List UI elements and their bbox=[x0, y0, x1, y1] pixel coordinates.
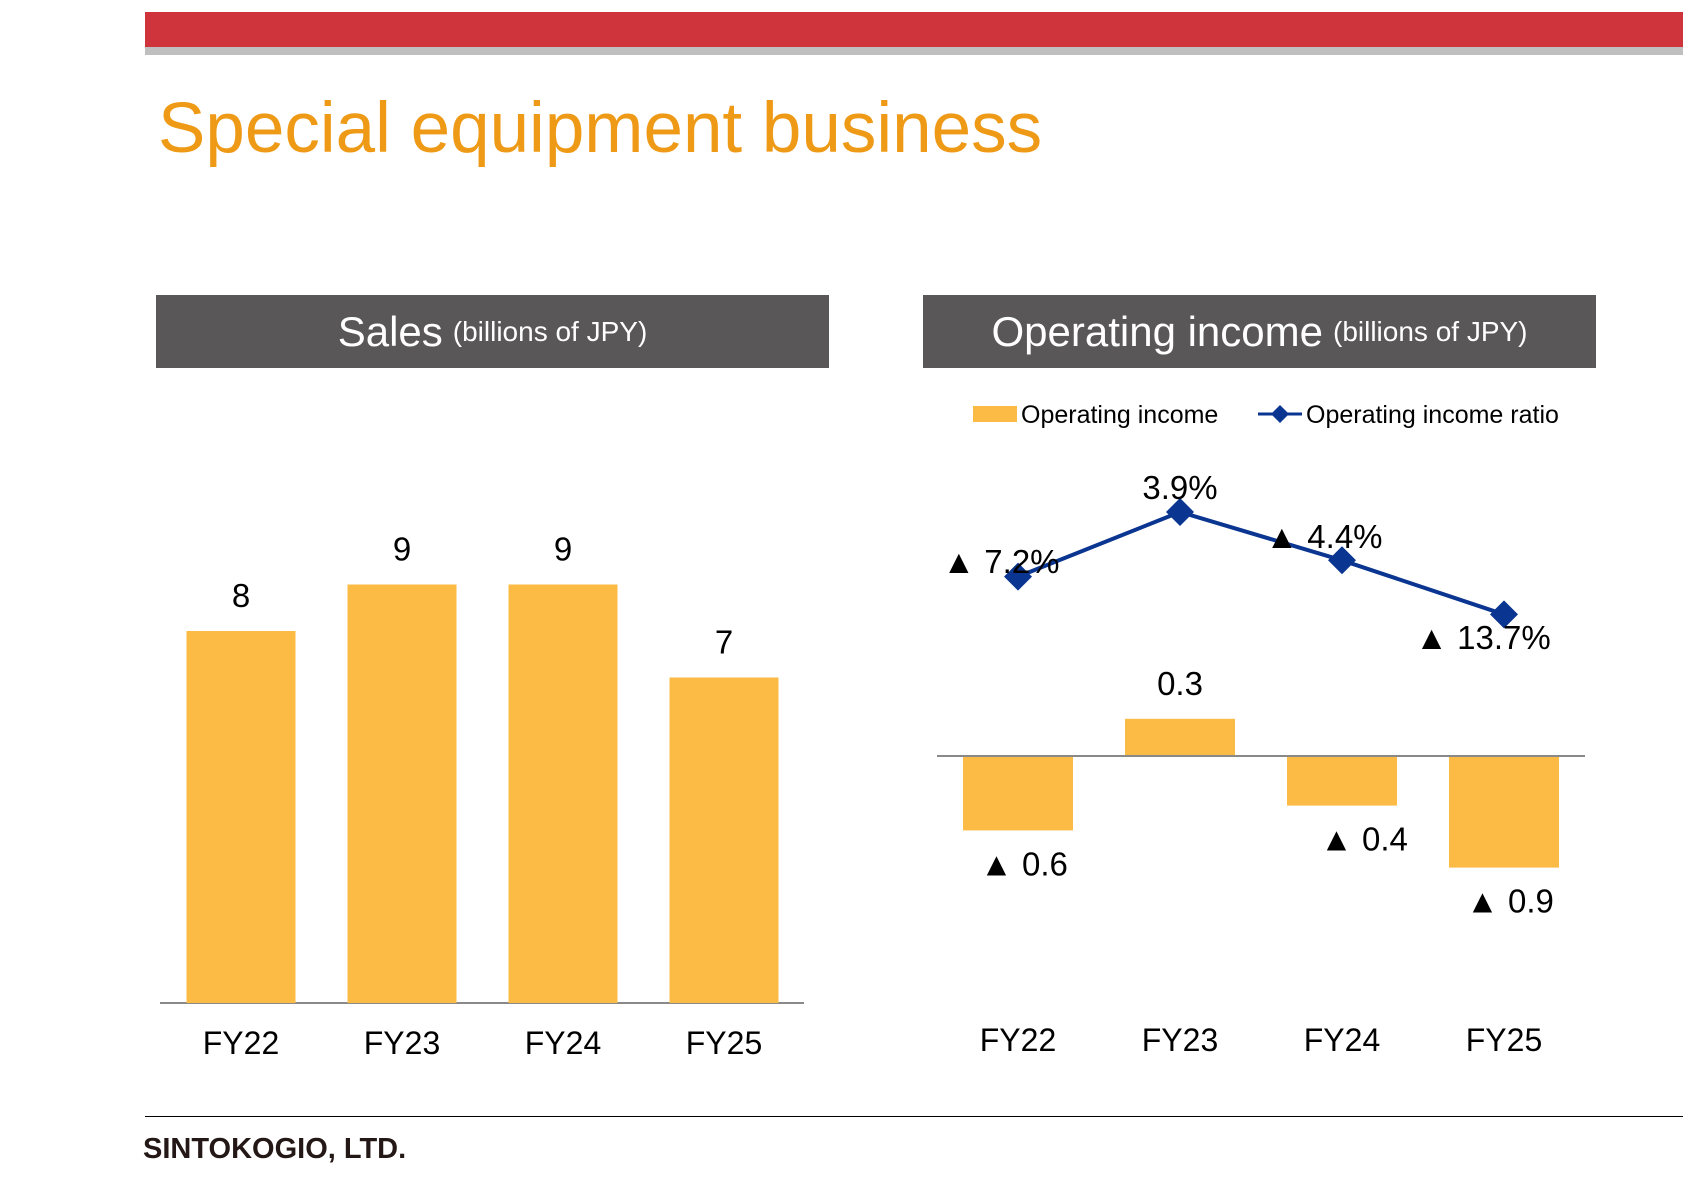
ratio-data-label-fy22: ▲ 7.2% bbox=[942, 543, 1059, 580]
sales-data-label-fy23: 9 bbox=[393, 531, 411, 568]
operating-income-x-tick-fy22: FY22 bbox=[980, 1022, 1056, 1058]
sales-x-tick-fy25: FY25 bbox=[686, 1025, 762, 1061]
sales-bar-fy24 bbox=[508, 584, 618, 1003]
sales-x-tick-fy22: FY22 bbox=[203, 1025, 279, 1061]
ratio-marker-fy25 bbox=[1490, 600, 1518, 629]
operating-income-data-label-fy24: ▲ 0.4 bbox=[1320, 821, 1408, 858]
operating-income-x-tick-fy23: FY23 bbox=[1142, 1022, 1218, 1058]
legend-swatch-operating-income bbox=[973, 406, 1017, 422]
sales-chart-unit: (billions of JPY) bbox=[452, 315, 648, 347]
ratio-data-label-fy24: ▲ 4.4% bbox=[1265, 518, 1382, 555]
sales-x-tick-fy23: FY23 bbox=[364, 1025, 440, 1061]
ratio-data-label-fy25: ▲ 13.7% bbox=[1415, 619, 1550, 656]
page-title: Special equipment business bbox=[158, 89, 1043, 168]
ratio-data-label-fy23: 3.9% bbox=[1142, 469, 1217, 506]
legend-label-operating-income-ratio: Operating income ratio bbox=[1306, 401, 1559, 429]
legend-label-operating-income: Operating income bbox=[1021, 401, 1218, 429]
ratio-marker-fy23 bbox=[1166, 498, 1194, 526]
sales-panel-header: Sales (billions of JPY) bbox=[156, 295, 829, 368]
legend-marker-operating-income-ratio bbox=[1271, 405, 1289, 423]
sales-data-label-fy25: 7 bbox=[715, 624, 733, 661]
top-gray-bar bbox=[145, 47, 1683, 55]
sales-data-label-fy24: 9 bbox=[554, 531, 572, 568]
operating-income-chart-title: Operating income bbox=[991, 307, 1323, 355]
company-name: SINTOKOGIO, LTD. bbox=[143, 1133, 407, 1165]
footer-divider bbox=[145, 1116, 1683, 1117]
sales-bar-fy23 bbox=[347, 584, 457, 1003]
sales-chart-title: Sales bbox=[337, 307, 443, 355]
operating-income-data-label-fy23: 0.3 bbox=[1157, 665, 1203, 702]
sales-bar-fy22 bbox=[186, 631, 296, 1003]
operating-income-ratio-line bbox=[1017, 509, 1505, 617]
sales-bar-fy25 bbox=[669, 677, 779, 1003]
ratio-marker-fy24 bbox=[1328, 546, 1356, 575]
sales-data-label-fy22: 8 bbox=[232, 577, 250, 614]
operating-income-chart-unit: (billions of JPY) bbox=[1333, 315, 1528, 347]
operating-income-x-tick-fy24: FY24 bbox=[1304, 1022, 1380, 1058]
sales-x-tick-fy24: FY24 bbox=[525, 1025, 601, 1061]
ratio-marker-fy22 bbox=[1004, 562, 1032, 591]
operating-income-x-tick-fy25: FY25 bbox=[1466, 1022, 1542, 1058]
operating-income-bar-fy24 bbox=[1287, 756, 1397, 806]
operating-income-data-label-fy22: ▲ 0.6 bbox=[980, 845, 1068, 882]
operating-income-bar-fy23 bbox=[1125, 718, 1235, 756]
top-red-bar bbox=[145, 12, 1683, 47]
operating-income-bar-fy22 bbox=[963, 756, 1073, 831]
operating-income-bar-fy25 bbox=[1449, 756, 1559, 868]
operating-income-data-label-fy25: ▲ 0.9 bbox=[1466, 883, 1554, 920]
operating-income-panel-header: Operating income (billions of JPY) bbox=[923, 295, 1596, 368]
